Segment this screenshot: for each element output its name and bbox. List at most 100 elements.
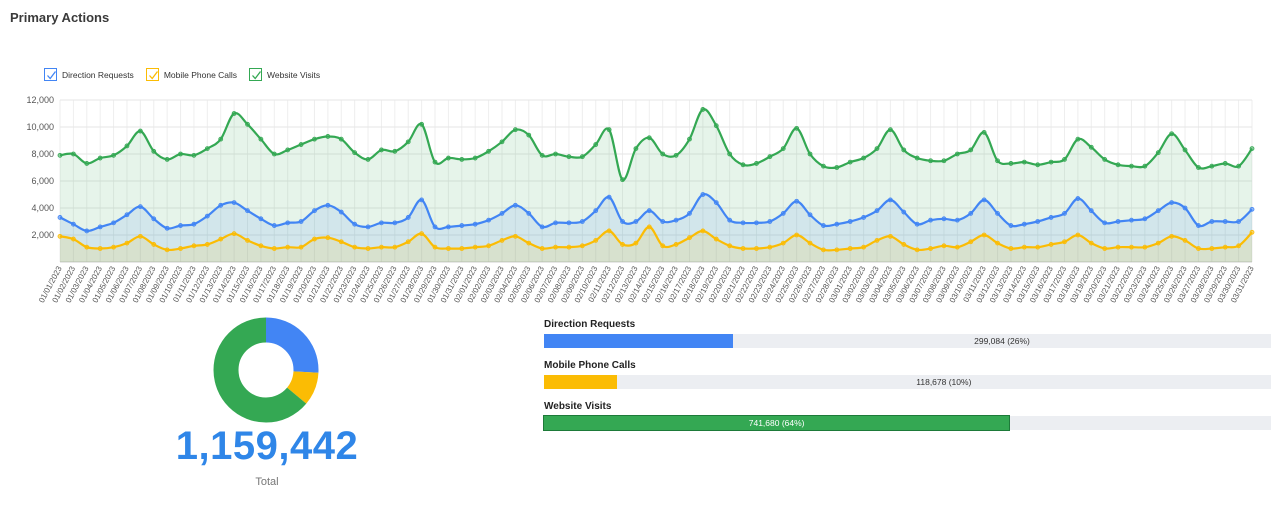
data-point [593, 237, 599, 243]
data-point [137, 233, 143, 239]
data-point [901, 147, 907, 153]
bar-fill [544, 375, 617, 389]
data-point [419, 231, 425, 237]
checkbox-icon[interactable] [249, 68, 263, 81]
data-point [271, 151, 277, 157]
data-point [941, 158, 947, 164]
checkbox-icon[interactable] [44, 68, 57, 81]
data-point [379, 147, 384, 153]
data-point [874, 208, 880, 214]
data-point [821, 163, 826, 169]
data-point [1035, 162, 1041, 168]
data-point [740, 162, 746, 168]
legend-item-direction-requests[interactable]: Direction Requests [44, 68, 134, 81]
data-point [954, 217, 960, 223]
data-point [874, 146, 880, 151]
data-point [1062, 157, 1067, 162]
data-point [807, 240, 813, 246]
bar-label: Direction Requests [544, 319, 636, 330]
data-point [231, 111, 237, 116]
y-tick-label: 8,000 [31, 149, 54, 159]
data-point [459, 246, 465, 251]
bar-label: Website Visits [544, 401, 612, 412]
data-point [968, 239, 974, 245]
data-point [446, 224, 451, 230]
bar-row-website-visits: Website Visits 741,680 (64%) [542, 401, 1272, 442]
data-point [700, 228, 706, 234]
data-point [151, 148, 157, 154]
data-point [258, 136, 264, 142]
data-point [231, 231, 237, 237]
data-point [97, 155, 103, 161]
data-point [713, 236, 719, 242]
data-point [1035, 244, 1041, 250]
data-point [1062, 211, 1067, 216]
data-point [914, 221, 920, 227]
data-point [954, 151, 960, 157]
line-chart: 2,0004,0006,0008,00010,00012,00001/01/20… [26, 95, 1256, 304]
data-point [70, 151, 76, 157]
data-point [821, 223, 826, 228]
data-point [727, 217, 733, 223]
data-point [1088, 240, 1094, 246]
data-point [646, 135, 652, 141]
data-point [285, 220, 291, 226]
data-point [70, 236, 76, 242]
legend-item-website-visits[interactable]: Website Visits [249, 68, 320, 81]
data-point [727, 243, 733, 249]
data-point [191, 243, 197, 249]
series-area-website-visits [60, 109, 1252, 263]
data-point [472, 221, 478, 227]
data-point [1008, 246, 1014, 251]
data-point [1142, 244, 1148, 250]
bar-track: 741,680 (64%) [542, 415, 1271, 431]
data-point [794, 198, 800, 204]
data-point [271, 246, 277, 251]
data-point [579, 243, 585, 249]
data-point [1035, 219, 1041, 224]
data-point [874, 237, 880, 243]
data-point [553, 220, 558, 226]
bar-track: 118,678 (10%) [544, 375, 1271, 389]
data-point [754, 220, 759, 226]
bar-value-label: 741,680 (64%) [748, 418, 805, 428]
legend-item-mobile-phone-calls[interactable]: Mobile Phone Calls [145, 68, 237, 81]
data-point [1182, 147, 1188, 153]
data-point [178, 151, 183, 157]
data-point [673, 152, 679, 158]
data-point [1222, 244, 1228, 250]
data-point [111, 152, 116, 158]
data-point [754, 246, 759, 251]
data-point [995, 211, 1000, 216]
data-point [901, 209, 907, 215]
data-point [338, 209, 344, 215]
data-point [821, 247, 826, 253]
data-point [633, 240, 639, 246]
data-point [941, 216, 947, 222]
data-point [285, 244, 291, 250]
data-point [1048, 242, 1054, 247]
checkbox-icon[interactable] [145, 68, 159, 81]
data-point [1021, 221, 1027, 227]
data-point [780, 240, 786, 246]
data-point [1115, 162, 1121, 168]
data-point [486, 148, 491, 154]
data-point [178, 223, 183, 228]
data-point [807, 212, 813, 218]
data-point [620, 242, 625, 247]
data-point [1222, 219, 1228, 224]
data-point [499, 211, 505, 216]
bar-row-direction-requests: Direction Requests 299,084 (26%) [544, 319, 1272, 360]
data-point [1008, 161, 1014, 166]
data-point [365, 157, 371, 162]
data-point [1169, 233, 1175, 239]
data-point [111, 244, 116, 250]
data-point [606, 127, 612, 133]
data-point [646, 208, 652, 214]
data-point [124, 240, 130, 246]
data-point [1048, 215, 1054, 220]
data-point [954, 244, 960, 250]
data-point [1102, 220, 1108, 226]
data-point [1209, 163, 1215, 169]
data-point [472, 155, 478, 161]
